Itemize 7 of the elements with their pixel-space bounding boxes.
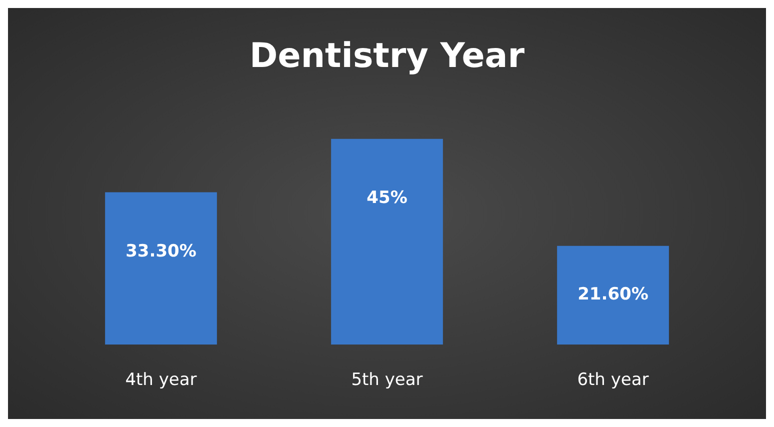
x-tick-label: 4th year [125, 370, 197, 390]
x-tick-label: 6th year [577, 370, 649, 390]
data-label: 21.60% [578, 284, 648, 305]
chart-title: Dentistry Year [250, 36, 525, 76]
data-label: 33.30% [126, 242, 196, 262]
data-label: 45% [366, 188, 408, 208]
x-tick-label: 5th year [351, 370, 423, 390]
